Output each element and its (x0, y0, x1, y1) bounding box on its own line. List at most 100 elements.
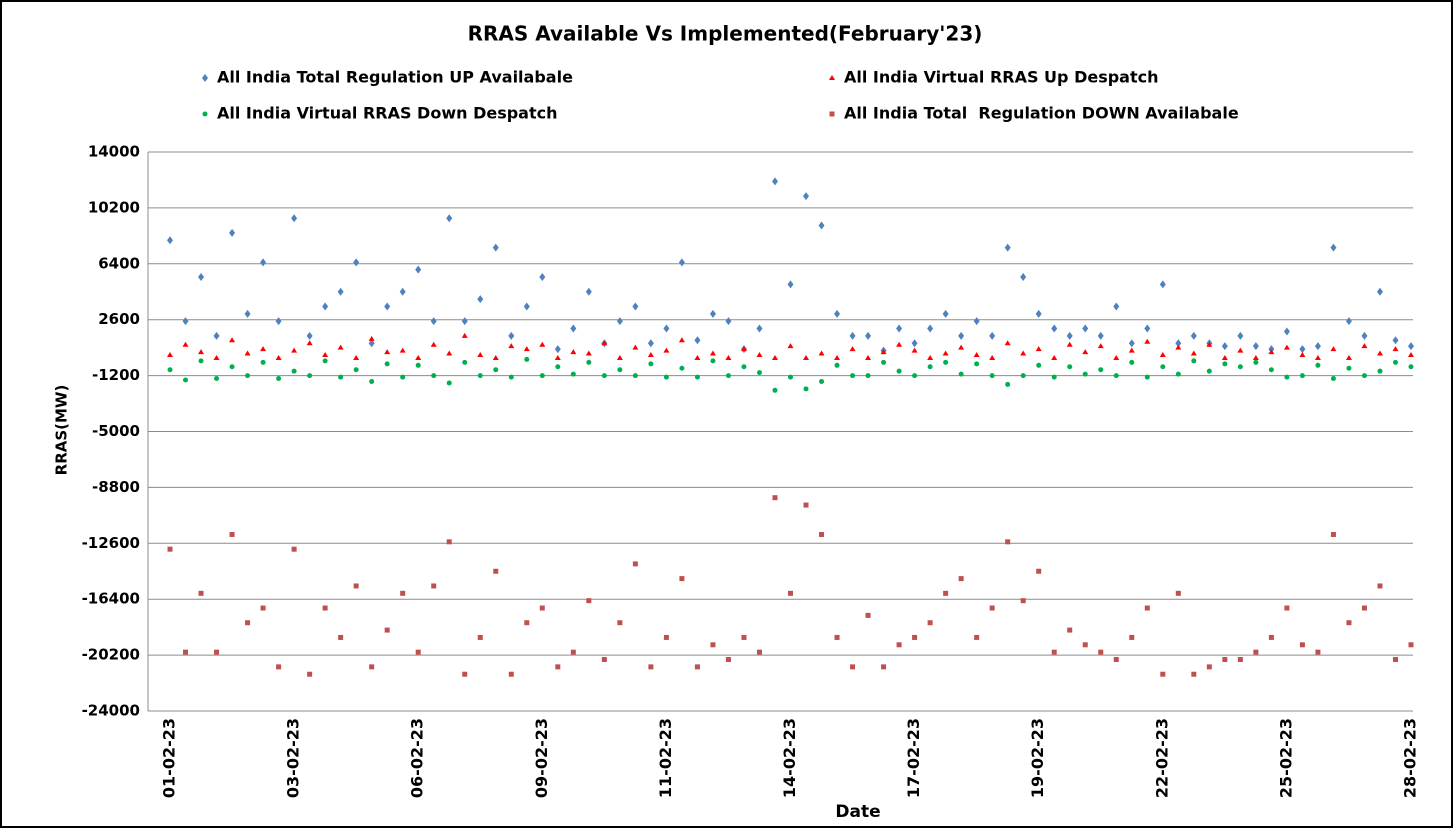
point (555, 664, 561, 670)
point (1005, 381, 1011, 387)
point (1020, 273, 1027, 282)
point (1097, 343, 1104, 349)
point (1361, 605, 1367, 611)
y-tick-label: -12600 (82, 534, 140, 552)
point (337, 287, 344, 296)
point (586, 359, 592, 365)
point (989, 331, 996, 340)
point (865, 331, 872, 340)
point (880, 349, 887, 355)
point (1067, 627, 1073, 633)
legend-label: All India Virtual RRAS Down Despatch (217, 104, 558, 123)
point (570, 349, 577, 355)
point (1175, 371, 1181, 377)
point (214, 376, 220, 382)
point (570, 649, 576, 655)
point (1222, 657, 1228, 663)
point (586, 598, 592, 604)
point (1082, 642, 1088, 648)
point (896, 324, 903, 333)
point (1330, 243, 1337, 252)
point (1020, 598, 1026, 604)
point (1221, 354, 1228, 360)
point (1066, 341, 1073, 347)
point (307, 373, 313, 379)
point (912, 373, 918, 379)
point (431, 373, 437, 379)
point (338, 634, 344, 640)
point (244, 309, 251, 318)
point (492, 243, 499, 252)
point (245, 620, 251, 626)
point (291, 214, 298, 223)
point (958, 344, 965, 350)
point (1035, 346, 1042, 352)
y-tick-label: -5000 (92, 422, 140, 440)
point (1330, 376, 1336, 382)
point (678, 337, 685, 343)
point (182, 341, 189, 347)
point (1206, 341, 1213, 347)
point (555, 364, 561, 370)
point (1361, 331, 1368, 340)
point (431, 583, 437, 589)
point (1175, 339, 1182, 348)
point (1097, 331, 1104, 340)
point (1376, 350, 1383, 356)
point (1392, 359, 1398, 365)
point (1098, 367, 1104, 373)
point (850, 373, 856, 379)
point (198, 273, 205, 282)
point (462, 671, 468, 677)
point (1066, 331, 1073, 340)
legend-label: All India Virtual RRAS Up Despatch (844, 68, 1159, 87)
point (679, 576, 685, 582)
point (245, 373, 251, 379)
point (337, 344, 344, 350)
point (524, 356, 530, 362)
point (1237, 347, 1244, 353)
point (771, 177, 778, 186)
point (1004, 340, 1011, 346)
x-tick-label: 17-02-23 (904, 718, 923, 798)
point (881, 359, 887, 365)
point (803, 354, 810, 360)
point (1113, 373, 1119, 379)
point (585, 350, 592, 356)
point (275, 354, 282, 360)
point (477, 373, 483, 379)
point (911, 339, 918, 348)
point (554, 345, 561, 354)
point (1252, 354, 1259, 360)
point (1144, 338, 1151, 344)
point (865, 373, 871, 379)
point (725, 657, 731, 663)
point (943, 359, 949, 365)
point (989, 373, 995, 379)
point (1144, 605, 1150, 611)
point (1346, 620, 1352, 626)
point (1408, 342, 1414, 351)
x-tick-label: 03-02-23 (284, 718, 303, 798)
point (818, 221, 825, 230)
y-tick-label: 2600 (98, 310, 140, 328)
point (291, 368, 297, 374)
point (198, 590, 204, 596)
x-tick-label: 25-02-23 (1276, 718, 1295, 798)
point (648, 664, 654, 670)
point (167, 352, 173, 358)
point (1253, 649, 1259, 655)
point (694, 664, 700, 670)
point (229, 337, 236, 343)
point (1051, 649, 1057, 655)
point (725, 317, 732, 326)
point (1082, 324, 1089, 333)
point (663, 324, 670, 333)
point (1144, 374, 1150, 380)
point (399, 347, 406, 353)
point (616, 354, 623, 360)
point (1144, 324, 1151, 333)
point (477, 295, 484, 304)
point (709, 309, 716, 318)
